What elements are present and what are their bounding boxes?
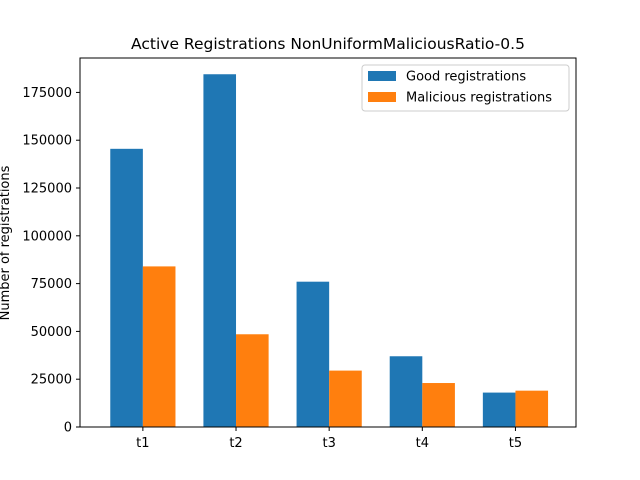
plot-frame — [79, 57, 577, 428]
bar-malicious-t2 — [236, 334, 269, 427]
legend-box — [361, 64, 570, 112]
bar-malicious-t4 — [422, 383, 455, 427]
bar-malicious-t1 — [142, 266, 176, 427]
legend-swatch-good — [368, 71, 396, 81]
y-tick-label: 0 — [64, 421, 72, 436]
bar-good-t5 — [482, 392, 516, 427]
bar-good-t1 — [110, 148, 143, 427]
bar-good-t4 — [389, 356, 423, 427]
bar-good-t3 — [296, 281, 330, 427]
chart-title: Active Registrations NonUniformMalicious… — [131, 35, 525, 53]
legend-label-good: Good registrations — [406, 70, 526, 85]
x-tick-label-t3: t3 — [322, 436, 335, 451]
x-tick-label-t4: t4 — [416, 436, 429, 451]
legend-swatch-malicious — [368, 92, 396, 102]
x-tick-label-t1: t1 — [136, 436, 149, 451]
x-tick-label-t5: t5 — [509, 436, 522, 451]
bar-good-t2 — [203, 74, 237, 427]
bar-malicious-t5 — [515, 390, 549, 427]
bar-malicious-t3 — [329, 370, 362, 427]
y-axis-label: Number of registrations — [0, 165, 13, 320]
y-tick-label: 25000 — [31, 373, 72, 388]
x-tick-label-t2: t2 — [229, 436, 242, 451]
legend-label-malicious: Malicious registrations — [406, 91, 552, 106]
y-tick-label: 100000 — [22, 229, 72, 244]
bars-group — [110, 74, 549, 427]
y-tick-label: 50000 — [31, 325, 72, 340]
x-axis: t1 t2 t3 t4 t5 — [136, 427, 522, 451]
y-tick-label: 75000 — [31, 277, 72, 292]
legend: Good registrations Malicious registration… — [361, 64, 570, 112]
y-tick-label: 175000 — [22, 86, 72, 101]
y-axis: 0 25000 50000 75000 100000 125000 150000 175000 — [22, 86, 80, 436]
y-tick-label: 125000 — [22, 182, 72, 197]
y-tick-label: 150000 — [22, 134, 72, 149]
